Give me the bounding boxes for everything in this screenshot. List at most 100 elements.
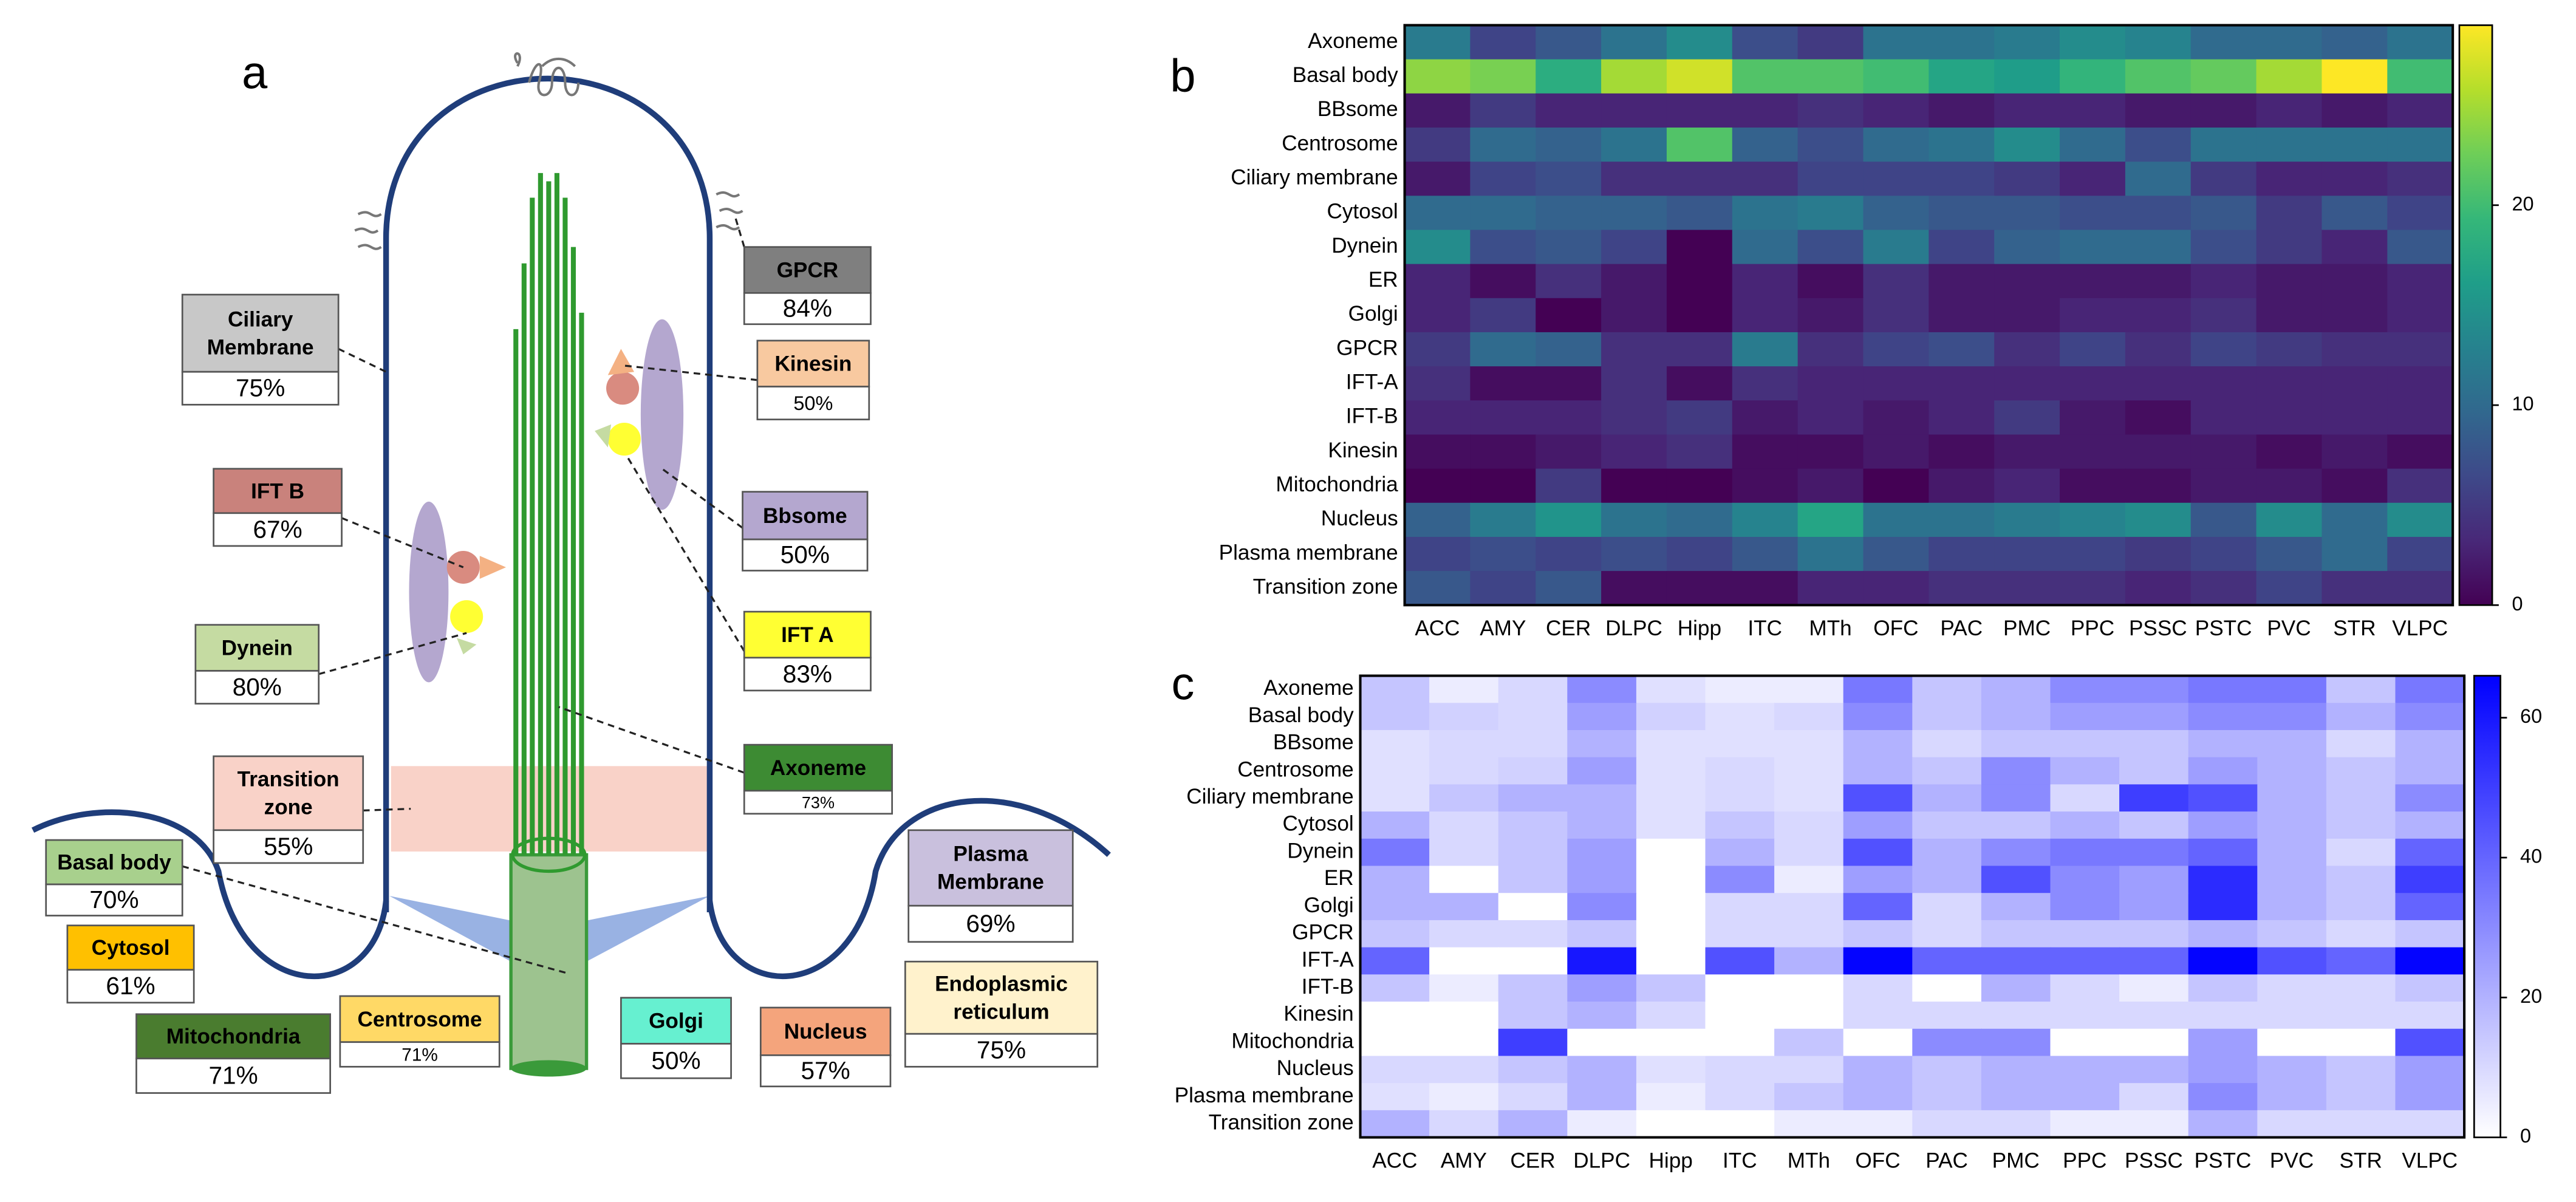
heatmap-cell [1404,502,1471,538]
heatmap-cell [1360,893,1430,921]
heatmap-cell [2395,675,2465,704]
x-tick-label: OFC [1855,1149,1900,1172]
heatmap-cell [2125,571,2192,606]
heatmap-cell [2190,59,2257,94]
heatmap-cell [1981,920,2051,948]
x-tick-label: PVC [2267,616,2311,640]
heatmap-cell [2190,366,2257,401]
heatmap-cell [2188,1056,2258,1084]
y-tick-label: Dynein [1287,839,1353,862]
heatmap-cell [2387,571,2454,606]
heatmap-cell [1843,811,1913,839]
heatmap-cell [1536,400,1602,435]
heatmap-cell [1981,838,2051,867]
heatmap-cell [1567,893,1637,921]
heatmap-cell [2119,866,2189,894]
heatmap-cell [1994,468,2061,504]
heatmap-cell [1536,93,1602,129]
label-name: IFT B [251,479,304,503]
heatmap-cell [2387,230,2454,265]
label-percent-box [181,371,340,406]
heatmap-cell [1912,947,1982,975]
heatmap-cell [1981,1110,2051,1138]
heatmap-cell [1601,332,1668,367]
label-header [756,340,870,388]
heatmap-cell [1929,230,1995,265]
heatmap-cell [1994,366,2061,401]
heatmap-cell [1732,93,1799,129]
y-tick-label: Basal body [1248,703,1354,727]
heatmap-cell [1636,947,1706,975]
leader-line [733,214,745,248]
heatmap-cell [1536,298,1602,333]
heatmap-cell [1429,675,1499,704]
heatmap-cell [2119,729,2189,758]
heatmap-cell [1429,784,1499,813]
heatmap-cell [2060,25,2126,60]
heatmap-cell [1843,1056,1913,1084]
heatmap-cell [2060,196,2126,231]
heatmap-cell [1666,400,1733,435]
heatmap-cell [1912,838,1982,867]
heatmap-cell [1360,920,1430,948]
label-percent-box [213,512,343,547]
heatmap-cell [1863,162,1930,197]
heatmap-cell [2395,947,2465,975]
heatmap-cell [1994,298,2061,333]
heatmap-cell [1843,675,1913,704]
heatmap-cell [2125,264,2192,299]
label-header [181,293,340,373]
heatmap-cell [1636,893,1706,921]
heatmap-cell [2256,536,2323,572]
heatmap-cell [2326,920,2396,948]
x-tick-label: ACC [1372,1149,1417,1172]
x-tick-label: PMC [1992,1149,2040,1172]
heatmap-cell [2119,947,2189,975]
label-name: Axoneme [770,756,866,780]
heatmap-cell [1404,468,1471,504]
heatmap-cell [1636,974,1706,1003]
heatmap-cell [1360,974,1430,1003]
heatmap-cell [1498,757,1568,785]
heatmap-cell [2050,947,2120,975]
heatmap-cell [2060,536,2126,572]
heatmap-frame [1403,24,2455,607]
heatmap-cell [1863,468,1930,504]
label-header [194,624,320,672]
label-name: Golgi [649,1009,703,1033]
heatmap-cell [2257,947,2327,975]
heatmap-cell [1567,1056,1637,1084]
heatmap-cell [1981,757,2051,785]
axoneme-ring [511,836,587,873]
heatmap-cell [1732,162,1799,197]
x-tick-label: PSTC [2195,1149,2252,1172]
heatmap-cell [2395,1083,2465,1111]
y-tick-label: ER [1368,268,1398,292]
heatmap-cell [1601,502,1668,538]
label-percent-box [742,538,869,572]
heatmap-cell [1732,25,1799,60]
heatmap-cell [1705,1056,1775,1084]
dynein-motor [595,424,612,448]
heatmap-cell [2321,571,2388,606]
heatmap-cell [1636,920,1706,948]
heatmap-cell [1666,196,1733,231]
heatmap-cell [1912,784,1982,813]
heatmap-cell [2060,400,2126,435]
heatmap-cell [1498,920,1568,948]
heatmap-cell [1929,59,1995,94]
leader-line [318,632,467,675]
label-name: Transition zone [237,768,340,819]
y-tick-label: ER [1324,866,1354,890]
heatmap-cell [1797,298,1864,333]
heatmap-cell [2050,920,2120,948]
heatmap-cell [1732,230,1799,265]
label-name: Kinesin [774,352,852,376]
heatmap-cell [2125,332,2192,367]
label-name: Dynein [222,637,293,660]
heatmap-cell [1498,1028,1568,1057]
heatmap-cell [1705,811,1775,839]
heatmap-cell [1601,298,1668,333]
heatmap-cell [1429,703,1499,731]
heatmap-cell [2190,162,2257,197]
